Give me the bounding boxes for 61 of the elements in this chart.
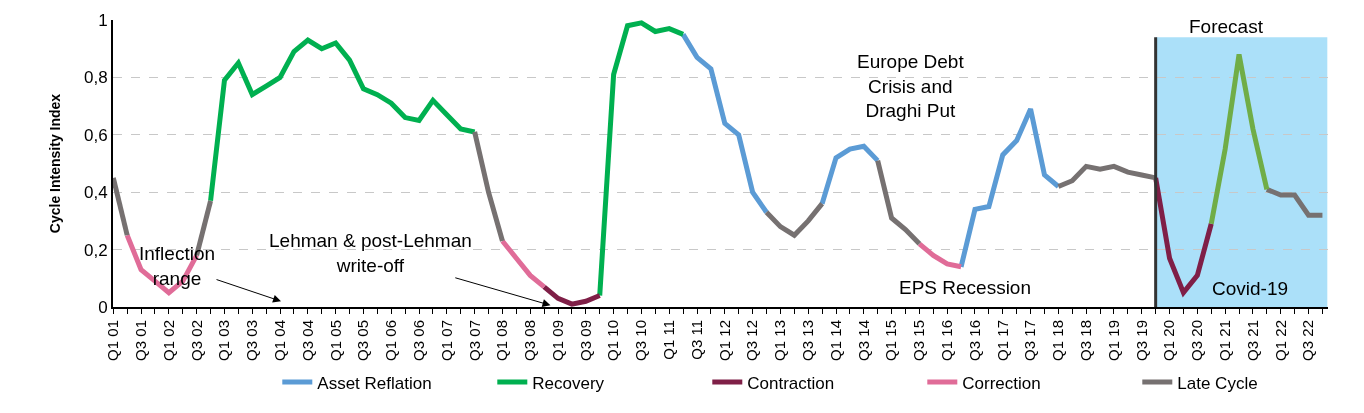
y-tick-label: 0,2 — [83, 240, 108, 260]
legend-label: Recovery — [532, 373, 605, 393]
y-tick-label: 1 — [98, 10, 108, 30]
x-tick-label: Q1 10 — [604, 320, 622, 361]
x-tick-label: Q1 02 — [159, 320, 177, 361]
x-tick-label: Q1 19 — [1104, 320, 1122, 361]
annotation: Europe Debt Crisis and Draghi Put — [857, 51, 965, 122]
x-tick-label: Q1 22 — [1271, 320, 1289, 361]
legend-label: Late Cycle — [1177, 373, 1258, 393]
x-tick-label: Q1 20 — [1160, 320, 1178, 361]
x-tick-label: Q1 11 — [660, 320, 678, 360]
x-tick-label: Q1 16 — [938, 320, 956, 361]
x-tick-label: Q3 12 — [743, 320, 761, 361]
x-tick-label: Q3 18 — [1077, 320, 1095, 361]
annotation: EPS Recession — [899, 277, 1032, 298]
x-tick-label: Q3 22 — [1299, 320, 1317, 361]
annotation: Lehman & post-Lehman write-off — [269, 230, 472, 276]
x-tick-label: Q3 15 — [910, 320, 928, 361]
x-tick-label: Q3 01 — [131, 320, 149, 361]
x-tick-label: Q3 11 — [687, 320, 705, 360]
x-tick-label: Q1 21 — [1216, 320, 1234, 361]
x-tick-label: Q3 06 — [409, 320, 427, 361]
x-tick-label: Q1 06 — [382, 320, 400, 361]
x-tick-label: Q1 14 — [826, 320, 844, 361]
legend-label: Asset Reflation — [317, 373, 432, 393]
x-tick-label: Q1 09 — [548, 320, 566, 361]
y-tick-label: 0 — [98, 297, 108, 317]
x-tick-label: Q1 01 — [104, 320, 122, 361]
x-tick-label: Q3 17 — [1021, 320, 1039, 361]
x-tick-label: Q3 09 — [576, 320, 594, 361]
x-tick-label: Q1 07 — [437, 320, 455, 361]
y-tick-label: 0,4 — [83, 183, 108, 203]
annotation: Covid-19 — [1212, 278, 1289, 299]
x-tick-label: Q3 05 — [354, 320, 372, 361]
x-tick-label: Q1 15 — [882, 320, 900, 361]
x-tick-label: Q3 07 — [465, 320, 483, 361]
x-tick-label: Q3 04 — [298, 320, 316, 361]
x-tick-label: Q3 14 — [854, 320, 872, 361]
x-tick-label: Q3 03 — [243, 320, 261, 361]
legend-label: Correction — [962, 373, 1041, 393]
x-tick-label: Q3 19 — [1132, 320, 1150, 361]
x-tick-label: Q1 13 — [771, 320, 789, 361]
x-tick-label: Q3 10 — [632, 320, 650, 361]
x-tick-label: Q3 21 — [1243, 320, 1261, 361]
x-tick-label: Q1 04 — [270, 320, 288, 361]
x-tick-label: Q3 20 — [1188, 320, 1206, 361]
x-tick-label: Q1 08 — [493, 320, 511, 361]
x-tick-label: Q3 13 — [799, 320, 817, 361]
y-axis-title: Cycle Intensity Index — [47, 93, 64, 234]
y-tick-label: 0,8 — [83, 68, 108, 88]
legend-label: Contraction — [747, 373, 835, 393]
x-tick-label: Q1 03 — [215, 320, 233, 361]
x-tick-label: Q3 16 — [965, 320, 983, 361]
x-tick-label: Q1 18 — [1049, 320, 1067, 361]
x-tick-label: Q1 17 — [993, 320, 1011, 361]
y-tick-label: 0,6 — [83, 125, 108, 145]
annotation: Forecast — [1189, 16, 1264, 37]
x-tick-label: Q3 02 — [187, 320, 205, 361]
x-tick-label: Q1 05 — [326, 320, 344, 361]
x-tick-label: Q3 08 — [521, 320, 539, 361]
x-tick-label: Q1 12 — [715, 320, 733, 361]
